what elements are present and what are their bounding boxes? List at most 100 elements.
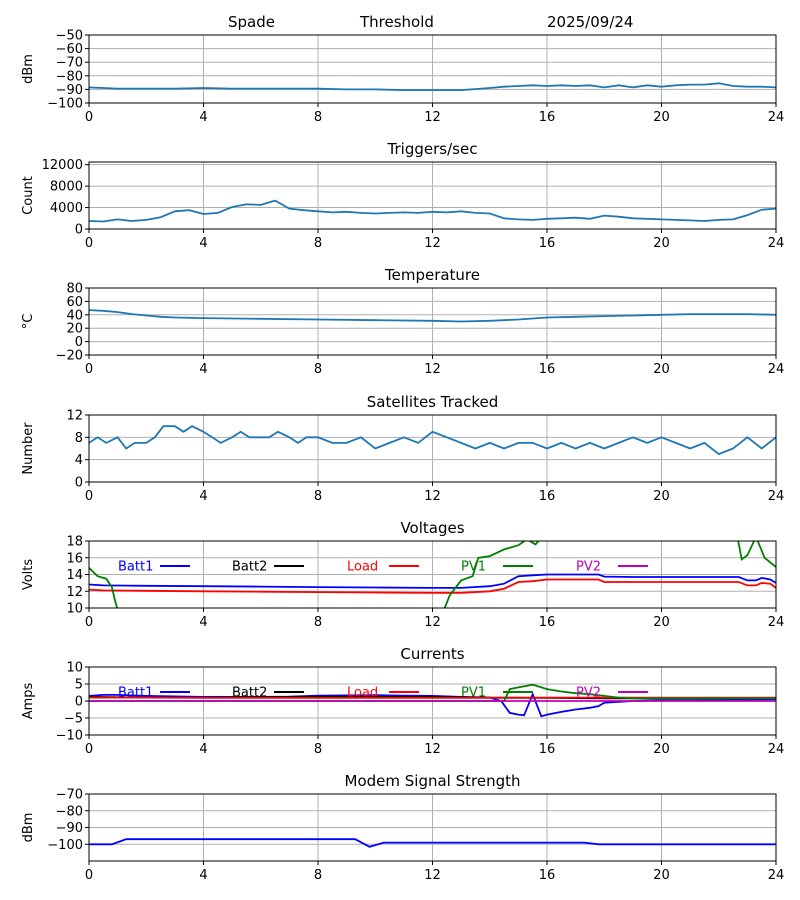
x-tick-label: 12 bbox=[424, 110, 441, 125]
x-tick-label: 12 bbox=[424, 489, 441, 504]
y-tick-label: 60 bbox=[66, 295, 83, 310]
legend-label-batt1: Batt1 bbox=[118, 686, 153, 701]
x-tick-label: 16 bbox=[539, 110, 556, 125]
x-tick-label: 0 bbox=[85, 362, 93, 377]
legend-label-batt2: Batt2 bbox=[232, 560, 267, 575]
panel-0: 0 4 8 12 16 20 24 −100−90−80−70−60−50 dBm bbox=[21, 29, 784, 126]
series-line-pv1 bbox=[89, 541, 776, 608]
y-tick-label: 20 bbox=[66, 322, 83, 337]
x-tick-label: 8 bbox=[314, 489, 322, 504]
y-tick-label: −80 bbox=[56, 69, 83, 84]
x-tick-label: 4 bbox=[199, 110, 207, 125]
y-tick-label: 16 bbox=[66, 551, 83, 566]
x-tick-label: 0 bbox=[85, 110, 93, 125]
y-tick-label: −100 bbox=[47, 97, 83, 112]
x-tick-label: 24 bbox=[768, 742, 785, 757]
y-tick-label: −10 bbox=[56, 729, 83, 744]
legend-label-pv2: PV2 bbox=[576, 560, 601, 575]
x-tick-label: 0 bbox=[85, 236, 93, 251]
y-tick-label: −70 bbox=[56, 788, 83, 803]
y-tick-label: −50 bbox=[56, 29, 83, 44]
x-tick-label: 20 bbox=[653, 868, 670, 883]
y-tick-label: 80 bbox=[66, 282, 83, 297]
x-tick-label: 24 bbox=[768, 236, 785, 251]
x-tick-label: 0 bbox=[85, 489, 93, 504]
y-tick-label: 0 bbox=[75, 223, 83, 238]
x-tick-label: 16 bbox=[539, 236, 556, 251]
panel-3: 0 4 8 12 16 20 24 0 4 8 12 Number Satellites Tracked bbox=[21, 393, 784, 504]
y-tick-label: −80 bbox=[56, 804, 83, 819]
y-tick-label: 14 bbox=[66, 568, 83, 583]
x-tick-label: 12 bbox=[424, 868, 441, 883]
x-tick-label: 4 bbox=[199, 489, 207, 504]
y-tick-label: 10 bbox=[66, 602, 83, 617]
panel-title: Triggers/sec bbox=[387, 140, 478, 158]
y-tick-label: 12000 bbox=[42, 158, 83, 173]
y-tick-label: 4000 bbox=[50, 201, 83, 216]
x-tick-label: 8 bbox=[314, 742, 322, 757]
x-tick-label: 20 bbox=[653, 110, 670, 125]
x-tick-label: 12 bbox=[424, 236, 441, 251]
y-tick-label: −100 bbox=[47, 838, 83, 853]
panel-title: Voltages bbox=[400, 519, 464, 537]
x-tick-label: 12 bbox=[424, 615, 441, 630]
panel-1: 0 4 8 12 16 20 24 0 4000 8000 12000 Count Triggers/s… bbox=[21, 140, 784, 251]
series-line-temperature bbox=[89, 309, 776, 323]
panel-6: 0 4 8 12 16 20 24 −100 −90 −80−70 dBm Modem Signal … bbox=[21, 772, 784, 883]
x-tick-label: 20 bbox=[653, 489, 670, 504]
panel-title: Modem Signal Strength bbox=[345, 772, 521, 790]
y-tick-label: −70 bbox=[56, 56, 83, 71]
y-tick-label: 40 bbox=[66, 308, 83, 323]
x-tick-label: 24 bbox=[768, 615, 785, 630]
series-line-batt1 bbox=[89, 573, 776, 589]
y-tick-label: 0 bbox=[75, 476, 83, 491]
x-tick-label: 16 bbox=[539, 615, 556, 630]
x-tick-label: 4 bbox=[199, 868, 207, 883]
y-axis-label: dBm bbox=[21, 54, 36, 84]
series-line-pv1 bbox=[89, 683, 776, 702]
panel-title: Temperature bbox=[384, 266, 480, 284]
y-tick-label: −90 bbox=[56, 83, 83, 98]
legend-label-load: Load bbox=[347, 686, 378, 701]
x-tick-label: 8 bbox=[314, 615, 322, 630]
x-tick-label: 20 bbox=[653, 615, 670, 630]
y-axis-label: Number bbox=[21, 422, 36, 475]
series-line-triggers bbox=[89, 199, 776, 223]
series-line-load bbox=[89, 578, 776, 594]
x-tick-label: 12 bbox=[424, 362, 441, 377]
x-tick-label: 24 bbox=[768, 362, 785, 377]
x-tick-label: 4 bbox=[199, 236, 207, 251]
x-tick-label: 0 bbox=[85, 742, 93, 757]
x-tick-label: 8 bbox=[314, 236, 322, 251]
y-tick-label: 12 bbox=[66, 585, 83, 600]
header-date: 2025/09/24 bbox=[547, 13, 633, 31]
x-tick-label: 20 bbox=[653, 236, 670, 251]
y-tick-label: −60 bbox=[56, 42, 83, 57]
y-tick-label: 0 bbox=[75, 695, 83, 710]
legend-label-load: Load bbox=[347, 560, 378, 575]
legend-label-pv1: PV1 bbox=[461, 560, 486, 575]
legend-label-batt2: Batt2 bbox=[232, 686, 267, 701]
y-axis-label: Amps bbox=[21, 682, 36, 719]
y-tick-label: 8 bbox=[75, 431, 83, 446]
y-axis-label: dBm bbox=[21, 813, 36, 843]
series-line-threshold bbox=[89, 82, 776, 91]
x-tick-label: 0 bbox=[85, 868, 93, 883]
header-station: Spade bbox=[228, 13, 275, 31]
x-tick-label: 24 bbox=[768, 868, 785, 883]
y-tick-label: −20 bbox=[56, 349, 83, 364]
y-tick-label: 5 bbox=[75, 678, 83, 693]
legend-label-pv1: PV1 bbox=[461, 686, 486, 701]
panel-title: Satellites Tracked bbox=[367, 393, 498, 411]
x-tick-label: 16 bbox=[539, 362, 556, 377]
header-mode: Threshold bbox=[359, 13, 434, 31]
y-axis-label: Volts bbox=[21, 559, 36, 591]
legend-label-batt1: Batt1 bbox=[118, 560, 153, 575]
x-tick-label: 8 bbox=[314, 110, 322, 125]
y-tick-label: 10 bbox=[66, 661, 83, 676]
y-tick-label: 12 bbox=[66, 409, 83, 424]
